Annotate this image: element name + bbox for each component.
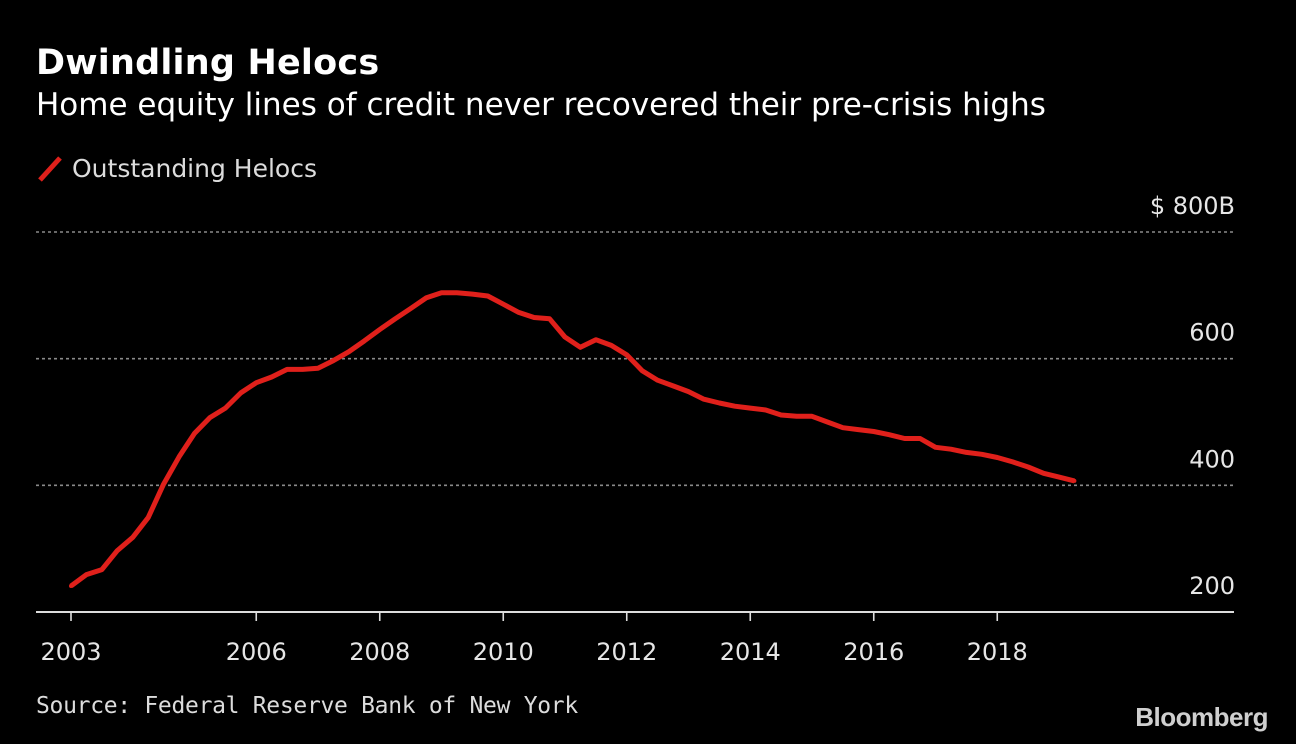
- x-tick-label: 2003: [40, 638, 101, 666]
- series-layer: [69, 290, 1077, 589]
- bloomberg-logo: Bloomberg: [1135, 702, 1268, 732]
- data-point: [948, 447, 953, 452]
- data-point: [501, 302, 506, 307]
- data-point: [115, 548, 120, 553]
- data-point: [223, 406, 228, 411]
- data-point: [254, 380, 259, 385]
- data-point: [408, 306, 413, 311]
- data-point: [130, 535, 135, 540]
- data-point: [146, 515, 151, 520]
- data-point: [655, 378, 660, 383]
- data-point: [99, 567, 104, 572]
- y-tick-label: 600: [1189, 319, 1235, 347]
- data-point: [918, 436, 923, 441]
- data-point: [825, 420, 830, 424]
- data-point: [887, 432, 892, 437]
- chart-subtitle: Home equity lines of credit never recove…: [36, 87, 1046, 123]
- data-point: [177, 454, 182, 459]
- data-point: [161, 482, 166, 487]
- x-tick-label: 2008: [349, 638, 410, 666]
- legend: Outstanding Helocs: [36, 150, 317, 186]
- data-point: [609, 343, 614, 348]
- data-point: [269, 375, 274, 379]
- y-tick-label: 400: [1189, 445, 1235, 473]
- data-point: [1057, 475, 1061, 480]
- data-point: [1041, 471, 1046, 476]
- data-point: [840, 425, 845, 430]
- data-point: [362, 338, 367, 343]
- data-point: [640, 368, 645, 373]
- x-tick-label: 2010: [473, 638, 534, 666]
- data-point: [578, 345, 583, 350]
- data-point: [238, 390, 243, 395]
- data-point: [316, 366, 320, 371]
- data-point: [686, 389, 691, 394]
- data-point: [470, 292, 475, 297]
- data-point: [794, 414, 799, 419]
- data-point: [485, 294, 490, 298]
- data-point: [300, 367, 305, 372]
- series-line-outstanding-helocs: [69, 290, 1075, 589]
- data-point: [779, 413, 784, 417]
- data-point: [285, 367, 290, 372]
- legend-label: Outstanding Helocs: [72, 153, 317, 183]
- data-point: [1072, 478, 1077, 483]
- data-point: [856, 427, 861, 432]
- data-point: [717, 401, 722, 405]
- data-point: [624, 352, 629, 357]
- data-point: [192, 431, 197, 436]
- data-point: [516, 310, 521, 315]
- data-point: [995, 455, 1000, 460]
- data-point: [439, 290, 444, 295]
- gridlines: [36, 231, 1234, 487]
- y-tick-label: 200: [1189, 572, 1235, 600]
- data-point: [377, 327, 382, 332]
- data-point: [964, 450, 969, 455]
- data-point: [1026, 465, 1031, 469]
- data-point: [331, 358, 336, 363]
- x-tick-label: 2016: [843, 638, 904, 666]
- y-tick-label: $ 800B: [1150, 192, 1235, 220]
- data-point: [810, 414, 814, 419]
- x-tick-label: 2006: [226, 638, 287, 666]
- data-point: [563, 335, 567, 340]
- data-point: [454, 290, 459, 295]
- data-point: [69, 584, 73, 588]
- legend-swatch-icon: [38, 156, 62, 182]
- x-axis: 2003 2006 2008 2010 2012 2014 2016 2018: [36, 611, 1234, 666]
- x-tick-label: 2014: [720, 638, 781, 666]
- y-axis-ticks: 200 400 600 $ 800B: [1150, 192, 1235, 600]
- chart-title: Dwindling Helocs: [36, 43, 380, 83]
- data-point: [84, 572, 89, 577]
- x-tick-label: 2012: [596, 638, 657, 666]
- data-point: [207, 415, 212, 420]
- data-point: [532, 315, 537, 320]
- data-point: [671, 383, 676, 388]
- data-point: [547, 316, 552, 321]
- data-point: [701, 397, 706, 402]
- data-point: [732, 404, 737, 409]
- data-point: [871, 429, 876, 434]
- data-point: [393, 316, 398, 321]
- data-point: [1010, 459, 1015, 464]
- data-point: [748, 406, 753, 411]
- data-point: [933, 445, 938, 450]
- data-point: [346, 349, 351, 354]
- data-point: [424, 295, 429, 300]
- data-point: [979, 452, 984, 457]
- data-point: [902, 436, 907, 441]
- data-point: [593, 337, 598, 342]
- data-point: [763, 408, 768, 412]
- source-note: Source: Federal Reserve Bank of New York: [36, 693, 578, 719]
- x-tick-label: 2018: [967, 638, 1028, 666]
